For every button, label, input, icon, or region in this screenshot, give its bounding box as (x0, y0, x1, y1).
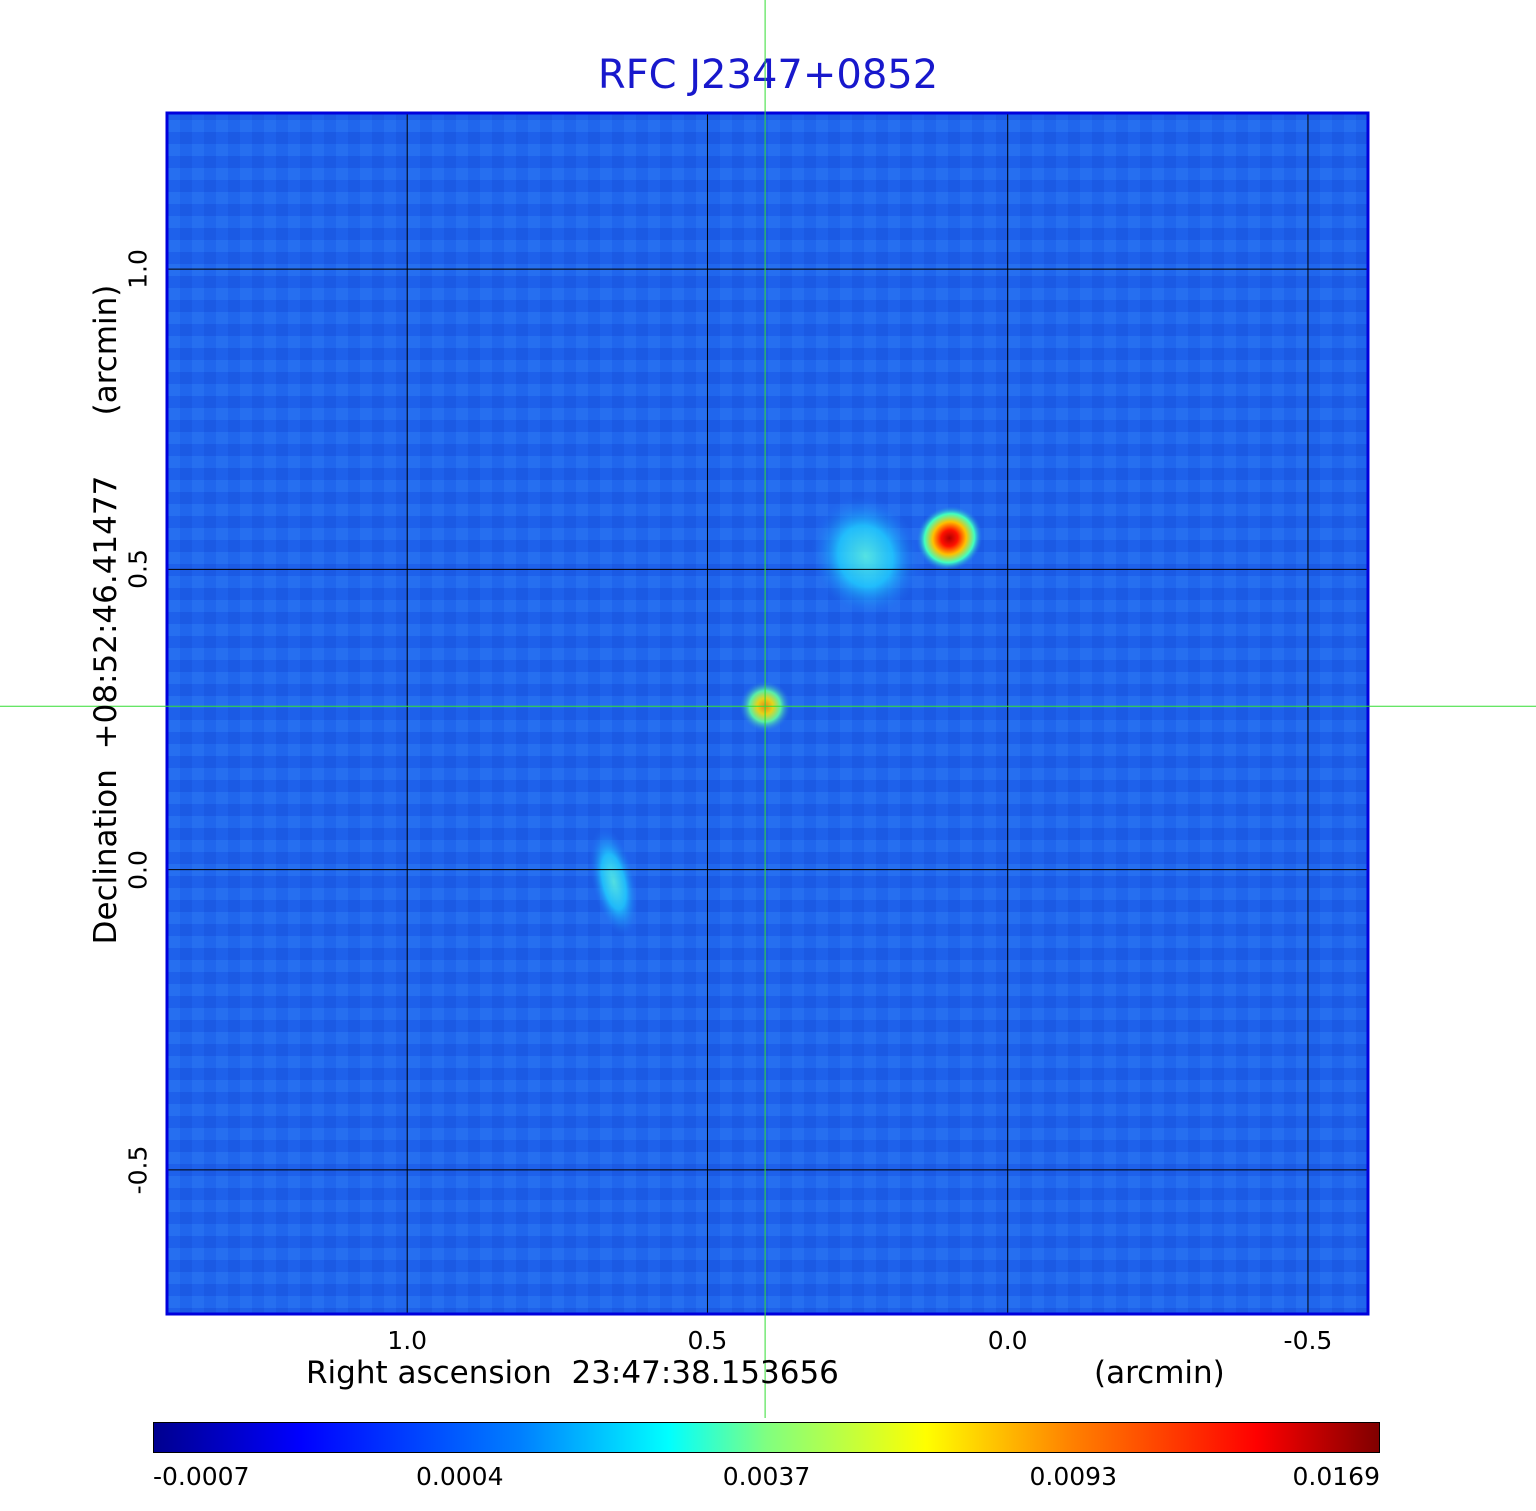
y-axis-unit: (arcmin) (88, 284, 124, 416)
x-axis-label: Right ascension 23:47:38.153656 (306, 1355, 839, 1391)
x-axis-unit: (arcmin) (1094, 1355, 1225, 1391)
source-blob (810, 495, 921, 618)
colorbar-tick-label: -0.0007 (153, 1462, 250, 1491)
grid-layer (167, 113, 1368, 1314)
source-blob (589, 826, 639, 937)
chart-title: RFC J2347+0852 (597, 52, 939, 98)
x-tick-label: 0.0 (987, 1326, 1028, 1355)
colorbar-tick-label: 0.0004 (416, 1462, 504, 1491)
source-blob (916, 505, 983, 571)
y-tick-label: 1.0 (123, 249, 153, 290)
y-tick-label: -0.5 (123, 1145, 153, 1195)
plot-frame (165, 111, 1370, 1316)
colorbar-tick-label: 0.0169 (1292, 1462, 1380, 1491)
sources-layer (589, 495, 983, 937)
colorbar-tick-label: 0.0093 (1029, 1462, 1117, 1491)
colorbar-tick-label: 0.0037 (722, 1462, 811, 1491)
x-tick-label: 0.5 (687, 1326, 728, 1355)
y-tick-label: 0.5 (123, 549, 153, 590)
y-tick-label: 0.0 (123, 849, 153, 890)
crosshair-layer (0, 0, 1536, 1418)
colorbar (153, 1422, 1380, 1453)
x-tick-label: 1.0 (387, 1326, 428, 1355)
y-axis-label: Declination +08:52:46.41477 (88, 475, 124, 945)
x-tick-label: -0.5 (1283, 1326, 1333, 1355)
